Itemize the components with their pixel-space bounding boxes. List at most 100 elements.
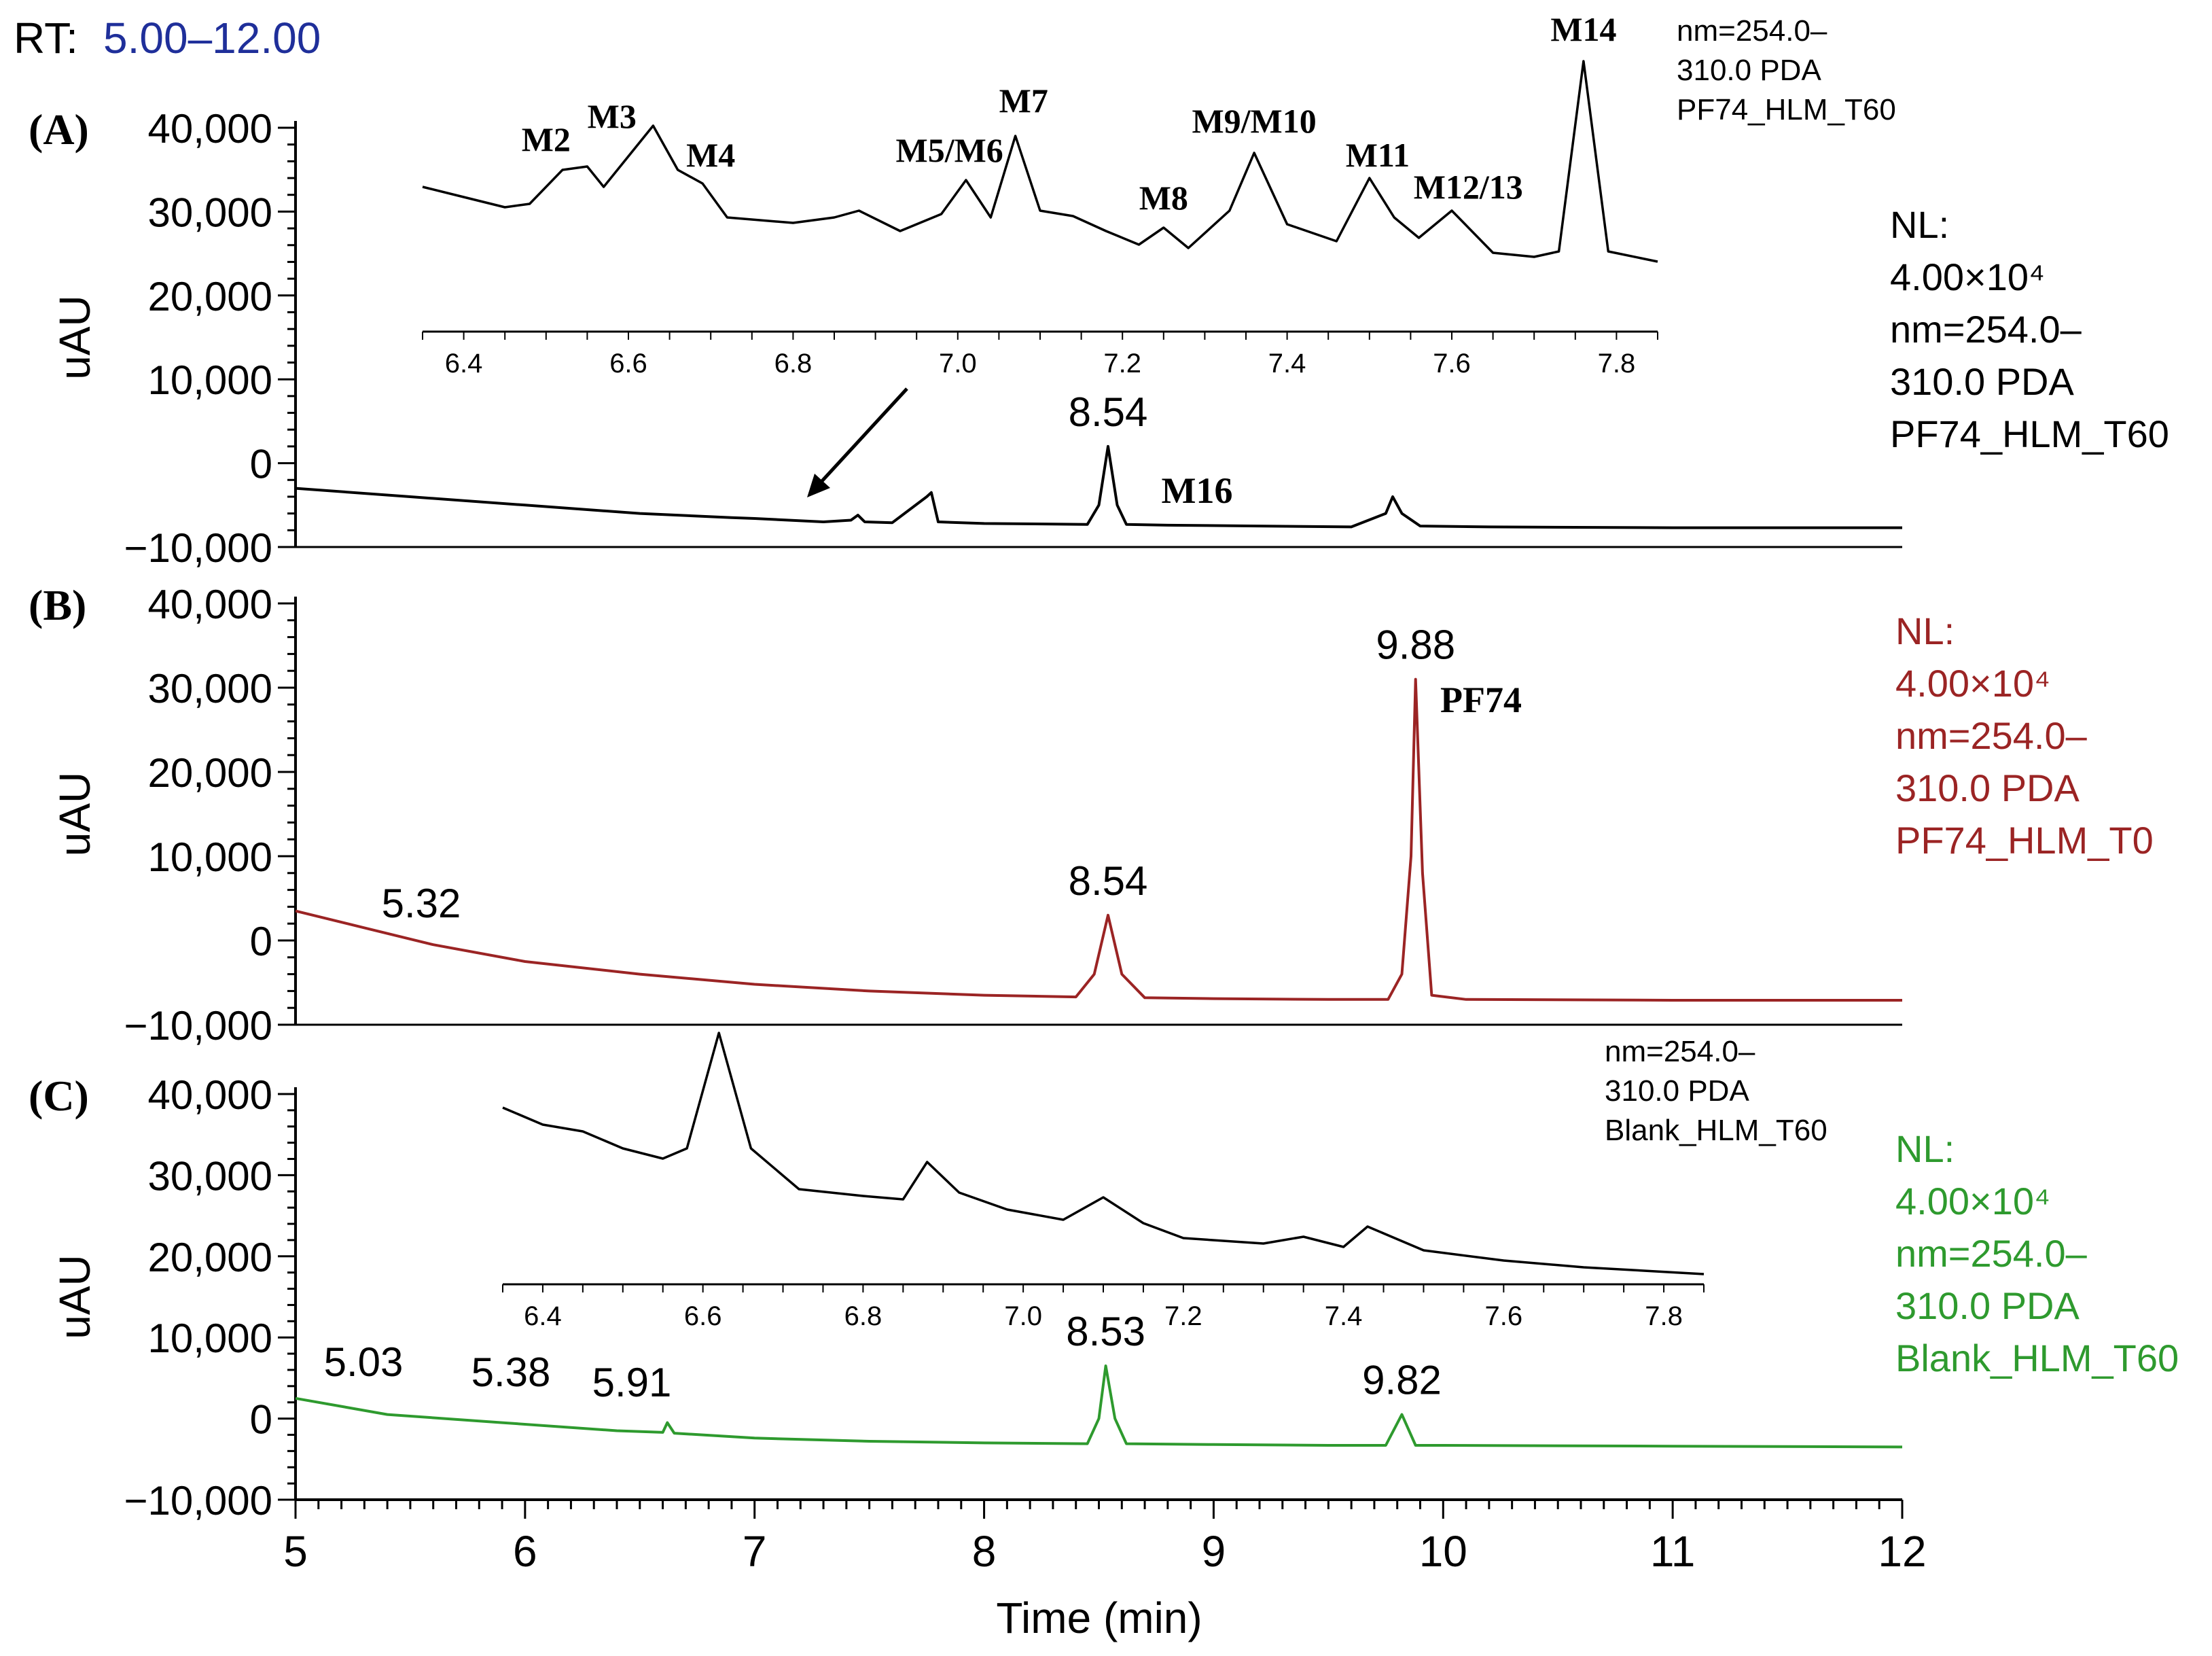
- x-tick-label: 9: [1202, 1527, 1226, 1576]
- inset-tick-label: 7.2: [1164, 1301, 1202, 1331]
- metabolite-label: M2: [522, 120, 571, 158]
- panel-label: (A): [29, 105, 89, 154]
- panel-b: 40,000 30,000 20,000 10,000 0 −10,000 uAU (B) 5.…: [29, 581, 2154, 1049]
- peak-label: 5.03: [324, 1339, 404, 1385]
- chromatogram-trace: [295, 1364, 1903, 1449]
- legend-line: nm=254.0–: [1895, 714, 2088, 757]
- x-tick-label: 11: [1650, 1527, 1695, 1576]
- peak-label: 9.88: [1376, 622, 1455, 668]
- legend-line: nm=254.0–: [1895, 1232, 2088, 1275]
- legend-line: NL:: [1890, 203, 1949, 246]
- legend-line: 310.0 PDA: [1890, 360, 2074, 403]
- legend-line: Blank_HLM_T60: [1895, 1337, 2179, 1379]
- x-tick-label: 5: [283, 1527, 308, 1576]
- y-tick-label: 0: [250, 1397, 272, 1443]
- panel-c: 40,000 30,000 20,000 10,000 0 −10,000 uAU (C) 5.…: [29, 1032, 2179, 1523]
- peak-label: 9.82: [1362, 1358, 1442, 1403]
- legend-line: nm=254.0–: [1890, 308, 2082, 351]
- y-tick-label: 40,000: [147, 1072, 272, 1118]
- panel-label: (B): [29, 581, 86, 629]
- legend-line: 4.00×10⁴: [1895, 662, 2050, 705]
- pointer-arrow: [807, 387, 908, 497]
- y-tick-label: 20,000: [147, 274, 272, 319]
- y-tick-label: 10,000: [147, 1316, 272, 1361]
- metabolite-label: M14: [1550, 10, 1616, 48]
- inset-tick-label: 7.8: [1645, 1301, 1683, 1331]
- y-tick-label: −10,000: [124, 1003, 272, 1049]
- inset-title-line: 310.0 PDA: [1677, 54, 1821, 87]
- y-axis-label: uAU: [50, 295, 99, 380]
- metabolite-label: M7: [999, 82, 1048, 120]
- x-axis-label: Time (min): [996, 1593, 1202, 1642]
- y-tick-label: 40,000: [147, 106, 272, 152]
- legend-line: NL:: [1895, 1127, 1955, 1170]
- peak-label: 8.54: [1069, 858, 1148, 904]
- y-tick-label: 10,000: [147, 834, 272, 880]
- inset-tick-label: 6.6: [684, 1301, 722, 1331]
- metabolite-label: M8: [1139, 179, 1188, 217]
- inset-tick-label: 7.6: [1433, 349, 1471, 378]
- chromatogram-trace: [295, 677, 1902, 1002]
- inset-title-line: Blank_HLM_T60: [1605, 1114, 1827, 1147]
- legend-line: 4.00×10⁴: [1895, 1180, 2050, 1222]
- legend-line: PF74_HLM_T60: [1890, 412, 2169, 455]
- y-tick-label: −10,000: [124, 525, 272, 571]
- metabolite-label: M12/13: [1414, 168, 1523, 206]
- inset-tick-label: 6.4: [524, 1301, 562, 1331]
- y-tick-label: 0: [250, 442, 272, 487]
- chromatogram-trace: [295, 444, 1902, 529]
- legend-line: 310.0 PDA: [1895, 1284, 2080, 1327]
- metabolite-label: M3: [588, 97, 637, 135]
- legend-line: 4.00×10⁴: [1890, 256, 2045, 298]
- peak-label: 8.54: [1069, 389, 1148, 435]
- peak-label: 8.53: [1066, 1309, 1145, 1354]
- x-tick-label: 7: [743, 1527, 767, 1576]
- inset-tick-label: 7.4: [1325, 1301, 1363, 1331]
- y-tick-label: 10,000: [147, 357, 272, 403]
- inset-tick-label: 7.6: [1485, 1301, 1523, 1331]
- x-tick-label: 12: [1878, 1527, 1926, 1576]
- panel-a: 40,000 30,000 20,000 10,000 0 −10,000 uAU (A) 8.…: [29, 10, 2169, 571]
- y-tick-label: 30,000: [147, 1153, 272, 1199]
- inset-title-line: nm=254.0–: [1677, 14, 1827, 48]
- metabolite-label: M9/M10: [1192, 102, 1316, 140]
- y-tick-label: 40,000: [147, 582, 272, 627]
- y-tick-label: 20,000: [147, 1235, 272, 1280]
- time-axis: 5 6 7 8 9 10 11 12: [283, 1498, 1927, 1576]
- metabolite-label: M11: [1346, 136, 1410, 174]
- inset-tick-label: 6.8: [774, 349, 813, 378]
- metabolite-label: M5/M6: [896, 131, 1003, 169]
- y-tick-label: 30,000: [147, 666, 272, 711]
- y-axis-label: uAU: [50, 1254, 99, 1339]
- y-tick-label: −10,000: [124, 1478, 272, 1523]
- inset-tick-label: 7.4: [1268, 349, 1306, 378]
- peak-label: 5.91: [592, 1360, 672, 1405]
- y-tick-label: 0: [250, 919, 272, 964]
- legend-line: NL:: [1895, 610, 1955, 652]
- metabolite-label: M4: [686, 136, 735, 174]
- inset-tick-label: 6.4: [445, 349, 483, 378]
- rt-label: RT:: [14, 14, 78, 63]
- rt-value: 5.00–12.00: [103, 14, 321, 63]
- peak-label: 5.32: [382, 881, 461, 926]
- panel-label: (C): [29, 1072, 89, 1120]
- x-tick-label: 8: [972, 1527, 997, 1576]
- inset-tick-label: 6.6: [609, 349, 647, 378]
- peak-label: 5.38: [471, 1350, 551, 1395]
- inset-plot: 6.4 6.6 6.8 7.0 7.2 7.4 7.6 7.8 nm=254.0– 310.0 P…: [422, 10, 1896, 378]
- legend-line: PF74_HLM_T0: [1895, 819, 2154, 862]
- inset-tick-label: 7.0: [1004, 1301, 1042, 1331]
- inset-plot: 6.4 6.6 6.8 7.0 7.2 7.4 7.6 7.8 nm=254.0– 310.0 P…: [502, 1032, 1827, 1331]
- x-tick-label: 6: [513, 1527, 537, 1576]
- x-tick-label: 10: [1419, 1527, 1467, 1576]
- inset-tick-label: 7.0: [939, 349, 977, 378]
- y-tick-label: 20,000: [147, 750, 272, 796]
- peak-annotation: M16: [1162, 470, 1233, 511]
- inset-title-line: 310.0 PDA: [1605, 1074, 1749, 1108]
- inset-title-line: PF74_HLM_T60: [1677, 93, 1896, 126]
- y-axis-label: uAU: [50, 772, 99, 857]
- inset-trace: [422, 60, 1658, 263]
- legend-line: 310.0 PDA: [1895, 767, 2080, 809]
- inset-tick-label: 7.8: [1598, 349, 1636, 378]
